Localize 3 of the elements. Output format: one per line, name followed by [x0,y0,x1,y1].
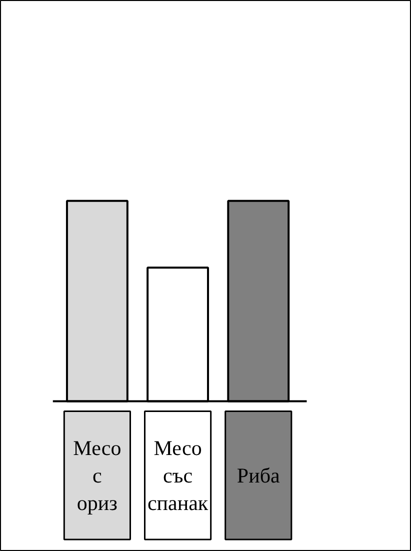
x-tick-label: Месо със спанак [147,436,209,515]
x-tick-label: Месо с ориз [73,436,122,515]
x-tick-label: Риба [236,463,281,488]
